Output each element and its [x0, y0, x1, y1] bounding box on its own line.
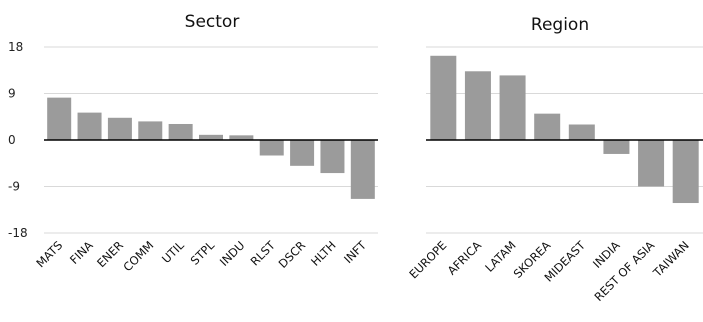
region-category-label: INDIA [590, 238, 623, 271]
region-category-label: REST OF ASIA [591, 238, 657, 304]
sector-category-label: FINA [67, 238, 96, 267]
region-bar-europe [430, 55, 457, 140]
sector-category-label: INFT [341, 238, 370, 267]
region-category-label: TAIWAN [650, 238, 692, 280]
y-tick-label: 0 [8, 133, 16, 147]
y-tick-label: -18 [8, 226, 28, 240]
region-bar-india [603, 140, 630, 154]
region-bar-mideast [568, 124, 595, 140]
sector-category-label: DSCR [276, 238, 309, 271]
y-tick-label: -9 [8, 180, 20, 194]
sector-bar-fina [77, 112, 102, 140]
sector-bar-mats [47, 97, 72, 140]
sector-bar-stpl [199, 134, 223, 140]
sector-category-label: COMM [120, 238, 156, 274]
region-bar-latam [499, 75, 526, 140]
sector-bar-dscr [290, 140, 315, 166]
sector-bar-inft [350, 140, 375, 199]
y-tick-label: 9 [8, 87, 16, 101]
region-chart-title: Region [531, 15, 589, 35]
sector-bar-hlth [320, 140, 345, 174]
sector-bar-comm [138, 121, 163, 140]
sector-bar-util [168, 123, 193, 140]
region-bar-taiwan [672, 140, 699, 204]
region-bar-skorea [534, 113, 561, 140]
sector-bar-ener [107, 117, 132, 140]
sector-chart-title: Sector [185, 12, 240, 32]
region-bar-rest-of-asia [638, 140, 665, 187]
sector-category-label: UTIL [159, 238, 187, 266]
region-category-label: AFRICA [445, 238, 485, 278]
sector-category-label: MATS [33, 238, 65, 270]
sector-category-label: RLST [248, 238, 279, 269]
region-category-label: EUROPE [406, 238, 449, 281]
sector-category-label: INDU [217, 238, 248, 269]
y-tick-label: 18 [8, 40, 23, 54]
sector-bar-rlst [259, 140, 284, 156]
sector-bar-indu [229, 135, 254, 140]
region-bar-africa [464, 71, 491, 140]
sector-category-label: HLTH [308, 238, 339, 269]
sector-category-label: STPL [188, 238, 218, 268]
